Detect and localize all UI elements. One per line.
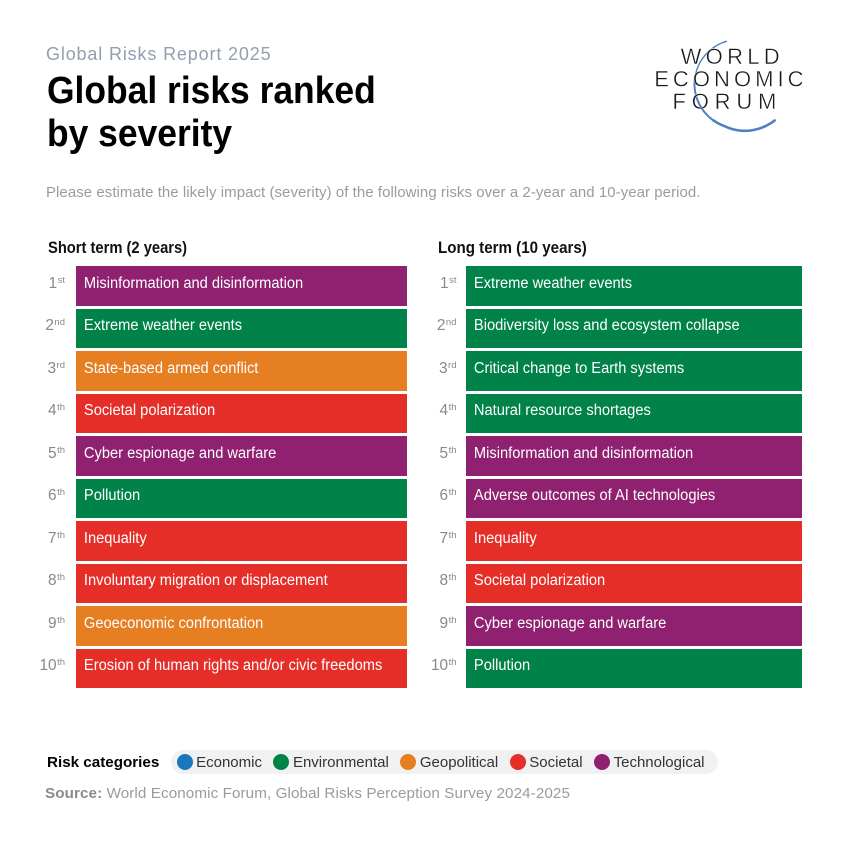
svg-text:ECONOMIC: ECONOMIC — [654, 66, 807, 91]
svg-text:FORUM: FORUM — [673, 89, 783, 114]
svg-text:WORLD: WORLD — [681, 44, 784, 69]
